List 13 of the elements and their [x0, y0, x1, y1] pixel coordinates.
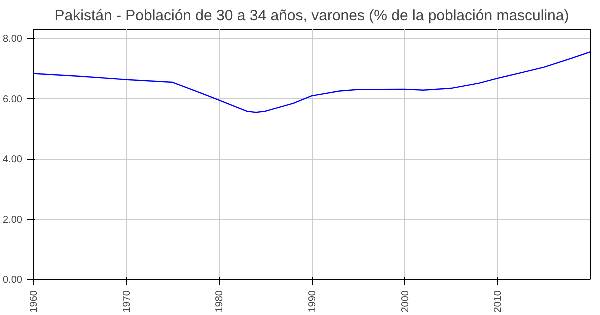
chart-title: Pakistán - Población de 30 a 34 años, varones (% de la población masculina)	[54, 8, 570, 24]
y-tick-label: 2.00	[3, 214, 23, 226]
line-series	[34, 51, 590, 114]
y-tick-label: 4.00	[3, 154, 23, 166]
y-tick-label: 6.00	[3, 94, 23, 106]
x-tick-label: 1960	[29, 290, 40, 313]
x-tick-label: 1980	[214, 290, 226, 313]
y-tick-label: 0.00	[3, 275, 23, 286]
y-tick-label: 8.00	[3, 34, 23, 46]
x-tick-label: 2010	[493, 290, 504, 313]
x-tick-label: 1970	[122, 290, 133, 313]
x-tick-label: 2000	[400, 290, 412, 313]
x-tick-label: 1990	[308, 290, 318, 313]
